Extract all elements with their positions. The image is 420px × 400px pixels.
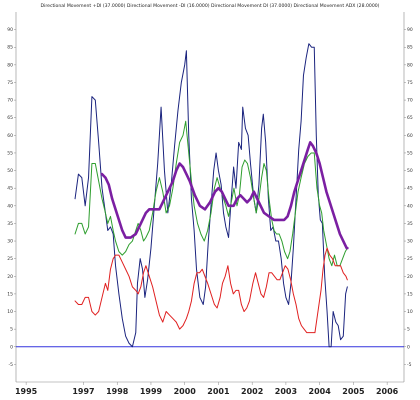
y-tick-label-left: 35 xyxy=(7,221,13,227)
chart-title: Directional Movement +DI (37.0000) Direc… xyxy=(41,3,380,9)
y-tick-label-left: 55 xyxy=(7,150,13,156)
y-tick-label-left: 70 xyxy=(7,98,13,104)
x-tick-label: 2002 xyxy=(241,387,263,396)
x-tick-label: 2003 xyxy=(275,387,297,396)
y-tick-label-right: 70 xyxy=(407,98,413,104)
x-tick-label: 2001 xyxy=(207,387,230,396)
y-tick-label-left: 0 xyxy=(10,344,13,350)
x-tick-label: 1997 xyxy=(72,387,94,396)
series-line-2 xyxy=(74,247,348,334)
x-tick-label: 1999 xyxy=(140,387,163,396)
y-tick-label-right: 45 xyxy=(407,186,413,192)
y-tick-label-right: -5 xyxy=(407,362,412,368)
y-tick-label-left: -5 xyxy=(9,362,14,368)
series-line-0 xyxy=(74,43,348,348)
y-tick-label-left: 60 xyxy=(7,133,13,139)
y-tick-label-right: 10 xyxy=(407,309,413,315)
y-tick-label-left: 75 xyxy=(7,80,13,86)
y-tick-label-left: 15 xyxy=(7,291,13,297)
x-tick-label: 2005 xyxy=(342,387,365,396)
x-tick-label: 1998 xyxy=(106,387,129,396)
y-tick-label-right: 5 xyxy=(407,327,410,333)
y-tick-label-right: 20 xyxy=(407,274,413,280)
x-tick-label: 2000 xyxy=(174,387,197,396)
y-tick-label-left: 90 xyxy=(7,27,13,33)
x-tick-label: 2006 xyxy=(376,387,399,396)
y-tick-label-right: 55 xyxy=(407,150,413,156)
y-tick-label-left: 40 xyxy=(7,203,13,209)
y-tick-label-left: 50 xyxy=(7,168,13,174)
y-tick-label-right: 0 xyxy=(407,344,410,350)
y-tick-label-right: 40 xyxy=(407,203,413,209)
y-tick-label-right: 15 xyxy=(407,291,413,297)
x-tick-label: 2004 xyxy=(309,387,332,396)
y-tick-label-left: 20 xyxy=(7,274,13,280)
y-tick-label-left: 25 xyxy=(7,256,13,262)
y-tick-label-left: 65 xyxy=(7,115,13,121)
y-tick-label-right: 25 xyxy=(407,256,413,262)
y-tick-label-left: 45 xyxy=(7,186,13,192)
y-tick-label-right: 60 xyxy=(407,133,413,139)
x-tick-label: 1995 xyxy=(15,387,38,396)
y-tick-label-right: 50 xyxy=(407,168,413,174)
y-tick-label-right: 90 xyxy=(407,27,413,33)
y-tick-label-right: 85 xyxy=(407,45,413,51)
series-line-3 xyxy=(100,141,349,250)
plot-frame xyxy=(15,12,405,383)
y-tick-label-left: 85 xyxy=(7,45,13,51)
series-layer xyxy=(74,43,349,348)
y-tick-label-right: 65 xyxy=(407,115,413,121)
y-tick-label-left: 30 xyxy=(7,239,13,245)
x-axis: 1995 1997 1998 1999 2000 2001 2002 2003 2004 2005… xyxy=(15,382,399,396)
y-tick-label-right: 80 xyxy=(407,62,413,68)
y-tick-label-left: 5 xyxy=(10,327,13,333)
y-tick-label-right: 35 xyxy=(407,221,413,227)
y-tick-label-right: 30 xyxy=(407,239,413,245)
y-tick-label-left: 80 xyxy=(7,62,13,68)
y-tick-label-right: 75 xyxy=(407,80,413,86)
y-tick-label-left: 10 xyxy=(7,309,13,315)
